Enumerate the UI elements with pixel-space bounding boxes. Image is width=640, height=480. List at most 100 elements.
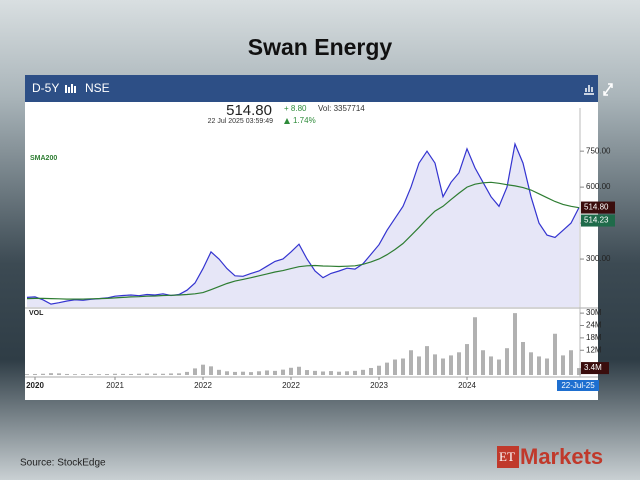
- volume-bar: [313, 370, 317, 375]
- price-tag-box: [581, 201, 615, 214]
- x-tick-label: 2022: [282, 381, 300, 390]
- x-label-box: [557, 380, 599, 391]
- up-arrow: [284, 118, 290, 124]
- price-tag: 514.80: [584, 203, 609, 212]
- volume-bar: [73, 374, 77, 375]
- volume-bar: [145, 373, 149, 375]
- volume-bar: [185, 371, 189, 375]
- sma-line: [26, 181, 580, 300]
- volume-bar: [489, 356, 493, 375]
- volume-bar: [161, 373, 165, 375]
- brand-box: [497, 446, 519, 468]
- volume-bar: [513, 313, 517, 375]
- volume-bar: [81, 374, 85, 375]
- x-tick-label: 2023: [370, 381, 388, 390]
- volume-bar: [137, 373, 141, 375]
- y2-tick-label: 24M: [586, 321, 602, 330]
- x-tick-label: 2020: [26, 381, 44, 390]
- volume-bar: [25, 374, 29, 375]
- y-tick-label: 300.00: [586, 254, 611, 263]
- volume-bar: [449, 355, 453, 375]
- volume-bar: [401, 358, 405, 375]
- volume-bar: [473, 317, 477, 375]
- volume-bar: [417, 356, 421, 375]
- x-tick-label: 2024: [458, 381, 476, 390]
- y2-tick-label: 12M: [586, 345, 602, 354]
- volume-bar: [217, 369, 221, 375]
- exchange[interactable]: NSE: [85, 81, 110, 95]
- x-tick-label: 22-Jul-25: [561, 381, 595, 390]
- volume-bar: [105, 374, 109, 375]
- price-line: [26, 141, 580, 305]
- volume-bar: [497, 359, 501, 375]
- volume-bar: [49, 373, 53, 375]
- volume-bar: [545, 358, 549, 375]
- volume-bar: [33, 373, 37, 375]
- volume-bar: [505, 348, 509, 375]
- volume-bar: [537, 356, 541, 375]
- volume-bar: [273, 370, 277, 375]
- y2-tick-label: 30M: [586, 308, 602, 317]
- legend-vol: VOL: [29, 310, 44, 317]
- volume-bar: [233, 371, 237, 375]
- volume-bar: [345, 371, 349, 375]
- change-pct: 1.74%: [293, 116, 316, 125]
- volume-text: Vol: 3357714: [318, 104, 365, 113]
- volume-bar: [289, 367, 293, 375]
- volume-bar: [393, 359, 397, 375]
- volume-bar: [153, 373, 157, 375]
- volume-bar: [177, 373, 181, 375]
- volume-bar: [529, 352, 533, 375]
- indicator-icon[interactable]: [584, 85, 594, 95]
- x-tick-label: 2021: [106, 381, 124, 390]
- toolbar: [25, 75, 598, 102]
- volume-bar: [65, 373, 69, 375]
- volume-bar: [241, 371, 245, 375]
- volume-bar: [569, 350, 573, 375]
- volume-bar: [361, 369, 365, 375]
- volume-bar: [369, 367, 373, 375]
- brand-name: Markets: [520, 444, 603, 469]
- y-tick-label: 600.00: [586, 182, 611, 191]
- sma-tag-box: [581, 214, 615, 227]
- volume-bar: [41, 373, 45, 375]
- sma-tag: 514.23: [584, 216, 609, 225]
- volume-bar: [321, 371, 325, 375]
- y-tick-label: 750.00: [586, 146, 611, 155]
- legend-sma: SMA200: [30, 155, 57, 162]
- volume-bar: [201, 364, 205, 375]
- chart-title: Swan Energy: [248, 34, 393, 60]
- y2-tick-label: 18M: [586, 333, 602, 342]
- volume-bar: [329, 371, 333, 375]
- volume-bar: [465, 344, 469, 375]
- volume-bar: [89, 373, 93, 375]
- volume-bar: [353, 370, 357, 375]
- volume-bar: [113, 373, 117, 375]
- volume-bar: [225, 371, 229, 375]
- chart-type-icon[interactable]: [65, 84, 76, 93]
- x-tick-label: 2022: [194, 381, 212, 390]
- volume-bar: [97, 374, 101, 375]
- price-area: [27, 144, 579, 307]
- volume-bar: [209, 366, 213, 375]
- volume-bar: [425, 346, 429, 375]
- period[interactable]: D-5Y: [32, 81, 59, 95]
- volume-bar: [433, 354, 437, 375]
- volume-bar: [297, 366, 301, 375]
- volume-bar: [521, 342, 525, 375]
- volume-bar: [281, 369, 285, 375]
- volume-bar: [561, 355, 565, 375]
- volume-bar: [441, 358, 445, 375]
- datetime: 22 Jul 2025 03:59:49: [208, 118, 273, 125]
- source: Source: StockEdge: [20, 458, 106, 469]
- fullscreen-icon[interactable]: [603, 83, 613, 96]
- volume-bar: [169, 373, 173, 375]
- brand-prefix: ET: [499, 449, 515, 464]
- volume-bar: [57, 373, 61, 375]
- volume-bar: [257, 371, 261, 375]
- volume-bar: [577, 368, 581, 375]
- volume-bar: [481, 350, 485, 375]
- volume-bar: [385, 362, 389, 375]
